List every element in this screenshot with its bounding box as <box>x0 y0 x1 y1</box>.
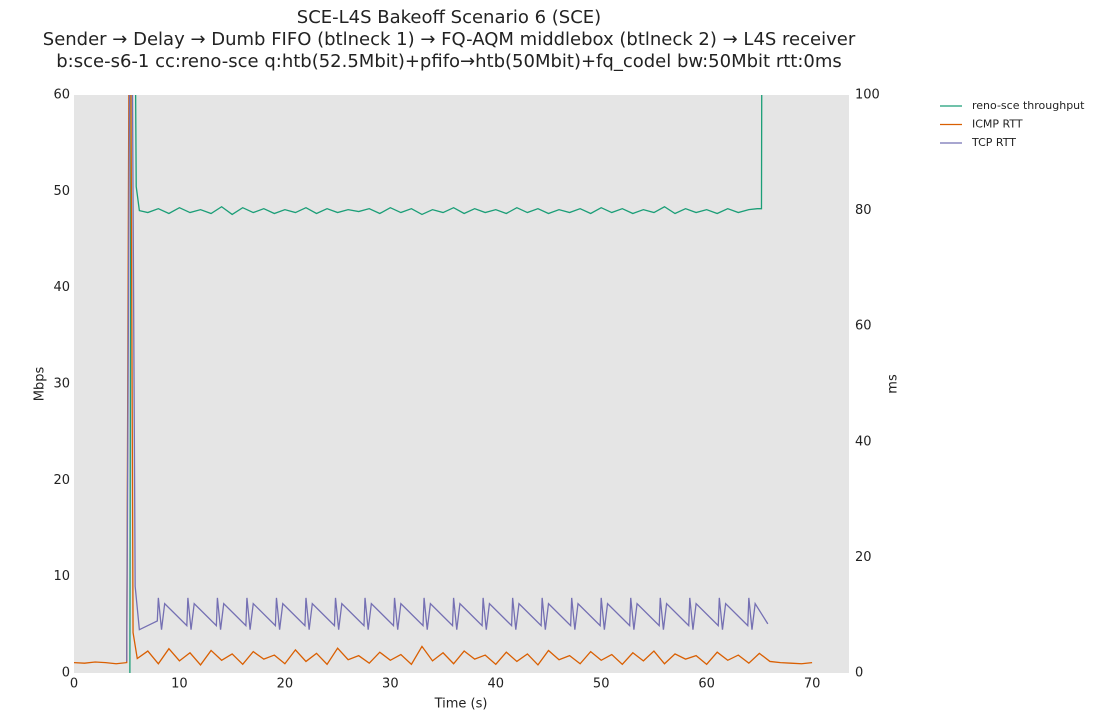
plot-background <box>74 95 849 673</box>
series-line <box>129 95 763 673</box>
x-tick-label: 30 <box>382 677 399 692</box>
x-tick-label: 20 <box>277 677 294 692</box>
y-tick-label: 30 <box>53 377 70 392</box>
series-line <box>74 95 813 666</box>
y-tick-label: 10 <box>53 569 70 584</box>
y-tick-label: 60 <box>53 88 70 103</box>
x-axis-label: Time (s) <box>434 697 488 712</box>
y2-tick-label: 100 <box>855 88 880 103</box>
y-tick-label: 40 <box>53 280 70 295</box>
y-axis-label: Mbps <box>33 367 48 402</box>
x-tick-label: 50 <box>593 677 610 692</box>
x-tick-label: 70 <box>804 677 821 692</box>
y2-tick-label: 80 <box>855 203 872 218</box>
series-line <box>126 95 769 662</box>
legend-label: ICMP RTT <box>972 118 1023 131</box>
y2-tick-label: 0 <box>855 666 863 681</box>
y2-tick-label: 60 <box>855 319 872 334</box>
legend-label: reno-sce throughput <box>972 99 1085 112</box>
chart-title: SCE-L4S Bakeoff Scenario 6 (SCE) <box>297 7 601 28</box>
x-tick-label: 0 <box>70 677 78 692</box>
plot-lines <box>74 95 813 673</box>
y2-tick-label: 20 <box>855 550 872 565</box>
legend-label: TCP RTT <box>971 136 1016 149</box>
chart-subtitle: Sender → Delay → Dumb FIFO (btlneck 1) →… <box>43 29 856 50</box>
y-tick-label: 0 <box>62 666 70 681</box>
x-tick-label: 10 <box>171 677 188 692</box>
y-tick-label: 50 <box>53 184 70 199</box>
y2-tick-label: 40 <box>855 434 872 449</box>
chart-subtitle: b:sce-s6-1 cc:reno-sce q:htb(52.5Mbit)+p… <box>56 51 842 72</box>
y-tick-label: 20 <box>53 473 70 488</box>
x-tick-label: 60 <box>698 677 715 692</box>
y2-axis-label: ms <box>886 374 901 394</box>
x-tick-label: 40 <box>487 677 504 692</box>
